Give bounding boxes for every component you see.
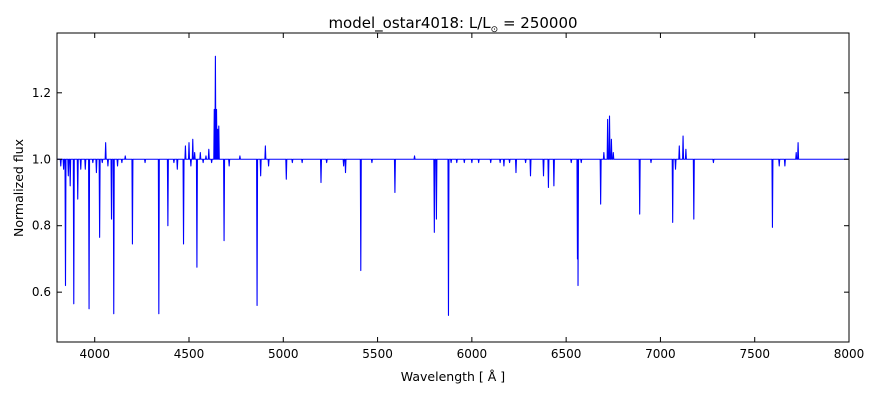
spectrum-line: [57, 55, 849, 316]
plot-frame: [56, 32, 850, 343]
x-tick-label: 5000: [268, 347, 299, 361]
y-tick-label: 0.8: [32, 219, 51, 233]
y-axis-label: Normalized flux: [11, 139, 26, 237]
y-tick-label: 1.2: [32, 86, 51, 100]
x-tick-label: 4500: [174, 347, 205, 361]
x-tick-label: 4000: [79, 347, 110, 361]
x-tick-label: 5500: [362, 347, 393, 361]
x-tick-label: 7000: [645, 347, 676, 361]
chart-title: model_ostar4018: L/L⊙ = 250000: [328, 14, 577, 35]
x-tick-label: 6500: [551, 347, 582, 361]
y-tick-label: 1.0: [32, 152, 51, 166]
x-tick-label: 8000: [834, 347, 865, 361]
ticks-layer: 4000 4500 5000 5500 6000 6500 7000 7500 8000 0.6 0…: [32, 33, 864, 361]
plot-layer: [57, 55, 849, 316]
x-tick-label: 6000: [457, 347, 488, 361]
x-tick-label: 7500: [739, 347, 770, 361]
chart-title-prefix: model_ostar4018: L/L: [328, 14, 491, 33]
chart-title-suffix: = 250000: [498, 14, 577, 32]
chart-title-subscript: ⊙: [491, 25, 499, 35]
y-tick-label: 0.6: [32, 285, 51, 299]
x-axis-label: Wavelength [ Å ]: [401, 369, 505, 384]
